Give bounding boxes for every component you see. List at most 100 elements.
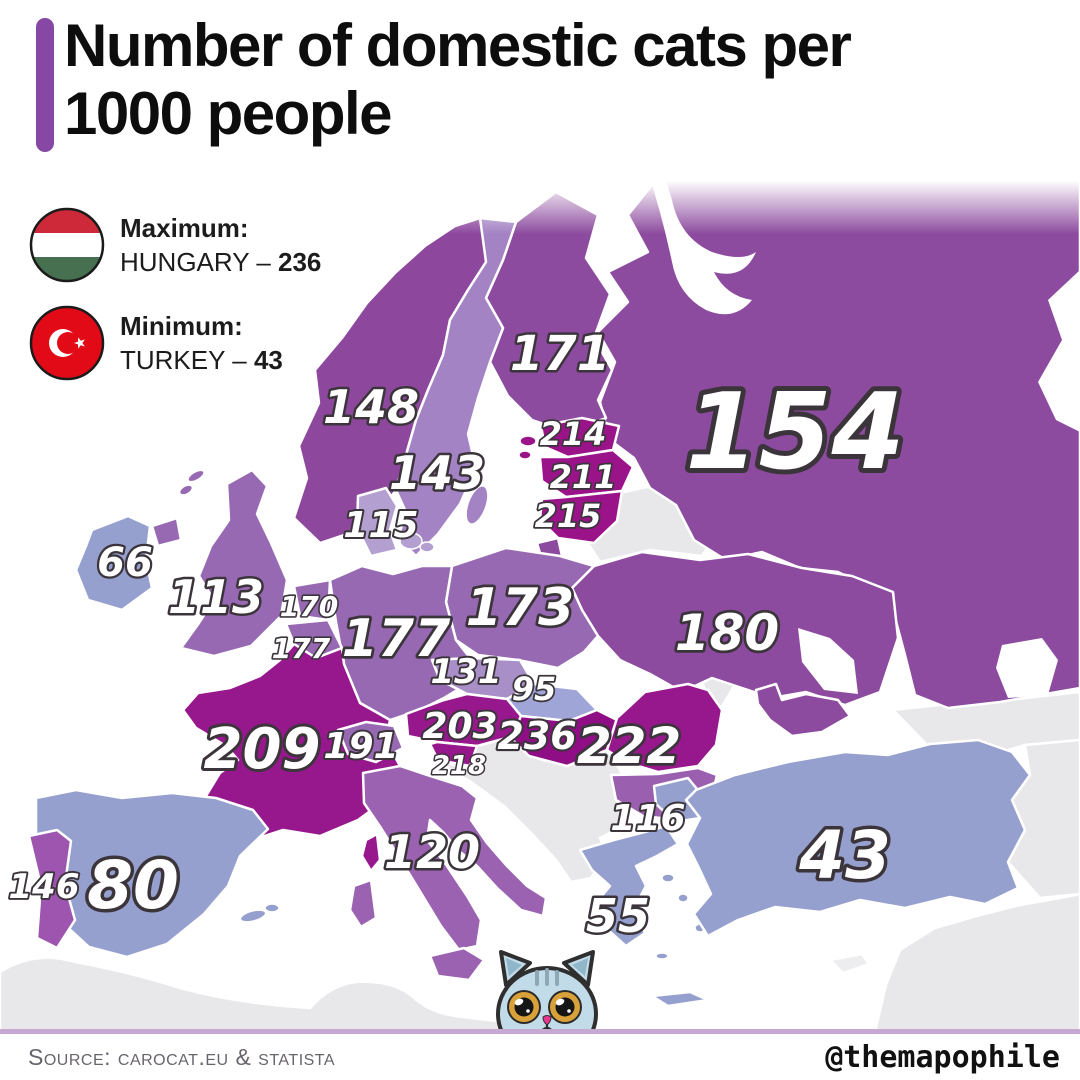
hungary-flag-icon <box>29 207 105 283</box>
data-countries <box>27 153 1080 1008</box>
country-romania <box>605 682 724 774</box>
legend-maximum-row: Maximum: HUNGARY – 236 <box>28 206 321 284</box>
legend-maximum-value: 236 <box>278 247 322 277</box>
country-turkey <box>684 738 1032 938</box>
caspian-sea <box>996 638 1058 698</box>
island-zealand <box>399 532 423 550</box>
value-france: 209 <box>204 717 321 782</box>
value-sweden: 143 <box>389 446 485 500</box>
source-credit: Source: carocat.eu & statista <box>28 1044 336 1070</box>
legend-minimum-country: TURKEY <box>120 345 225 375</box>
country-turkey-thrace <box>652 776 702 824</box>
island-aegean-2 <box>677 893 689 903</box>
value-lithuania: 215 <box>535 497 602 535</box>
cat-left-eye-glint-small <box>526 1009 530 1013</box>
country-lithuania <box>538 489 624 545</box>
cat-right-eye-glint-small <box>567 1009 571 1013</box>
legend-maximum-label: Maximum: <box>120 213 249 243</box>
country-portugal <box>27 828 77 950</box>
legend-maximum-text: Maximum: HUNGARY – 236 <box>120 211 321 279</box>
title-backdrop <box>0 0 1080 152</box>
cat-right-inner-ear <box>572 958 588 976</box>
island-hebrides-2 <box>178 484 194 496</box>
country-ukraine-crimea <box>754 682 852 738</box>
legend-minimum-dash: – <box>232 345 247 375</box>
legend-maximum-country: HUNGARY <box>120 247 250 277</box>
cat-nose <box>542 1015 552 1026</box>
island-gotland <box>465 485 489 525</box>
country-sweden <box>394 216 518 558</box>
page-title-line1: Number of domestic cats per <box>64 12 852 79</box>
value-ukraine: 180 <box>675 604 779 662</box>
country-uk <box>179 468 289 658</box>
sea-of-azov <box>798 628 858 694</box>
legend-minimum-text: Minimum: TURKEY – 43 <box>120 309 283 377</box>
value-germany: 177 <box>342 609 451 669</box>
value-netherlands: 170 <box>280 590 338 623</box>
value-poland: 173 <box>466 578 575 638</box>
island-hebrides-1 <box>187 469 205 483</box>
cat-stripe-1 <box>535 970 539 986</box>
island-sardinia <box>348 878 378 929</box>
island-sicily <box>428 946 486 982</box>
turkey-flag-icon <box>29 305 105 381</box>
sea-overlays <box>648 160 1080 698</box>
cat-stripe-3 <box>555 970 559 986</box>
island-mallorca <box>239 909 267 923</box>
cat-left-inner-ear <box>506 958 522 976</box>
island-crete <box>650 990 710 1008</box>
island-hiiumaa <box>518 450 532 460</box>
island-saaremaa <box>519 435 537 447</box>
title-accent-bar <box>36 18 54 152</box>
legend-maximum-dash: – <box>256 247 271 277</box>
page-title-line2: 1000 people <box>64 80 393 147</box>
star-icon <box>74 337 85 349</box>
country-greece <box>578 824 680 948</box>
value-greece: 55 <box>586 889 650 943</box>
country-denmark <box>355 486 399 558</box>
cat-left-eye-glint <box>514 998 524 1006</box>
value-italy: 120 <box>384 825 480 879</box>
value-finland: 171 <box>510 326 610 382</box>
value-slovenia: 218 <box>432 751 486 781</box>
island-corsica <box>360 832 382 873</box>
legend-minimum-entry: TURKEY – 43 <box>120 343 283 377</box>
footer: Source: carocat.eu & statista @themapoph… <box>0 1029 1080 1080</box>
value-latvia: 211 <box>550 458 617 496</box>
country-italy <box>361 764 548 952</box>
island-funen <box>419 541 435 553</box>
value-uk: 113 <box>168 570 264 624</box>
island-aegean-1 <box>661 873 675 883</box>
legend-minimum-label: Minimum: <box>120 311 243 341</box>
value-bulgaria: 116 <box>610 798 685 839</box>
island-menorca <box>264 903 280 913</box>
map-top-fade <box>0 152 1080 234</box>
country-ireland <box>74 514 154 612</box>
value-romania: 222 <box>577 717 681 775</box>
value-switzerland: 191 <box>323 726 398 767</box>
legend: Maximum: HUNGARY – 236 Minimum: TURKEY –… <box>28 206 321 402</box>
country-poland <box>444 546 600 670</box>
author-handle: @themapophile <box>825 1040 1060 1075</box>
value-austria: 203 <box>422 706 497 747</box>
page-title: Number of domestic cats per 1000 people <box>64 12 852 148</box>
cat-right-eye-glint <box>555 998 565 1006</box>
island-aegean-4 <box>655 952 669 960</box>
country-uk-northern-ireland <box>150 516 183 548</box>
value-labels: 154 171 148 143 115 214 211 215 66 113 1… <box>7 324 910 946</box>
legend-minimum-value: 43 <box>253 345 283 375</box>
legend-minimum-row: Minimum: TURKEY – 43 <box>28 304 321 382</box>
value-norway: 148 <box>323 380 419 434</box>
value-belgium: 177 <box>272 632 331 665</box>
value-spain: 80 <box>87 847 179 924</box>
country-switzerland <box>336 720 405 764</box>
country-latvia <box>538 448 635 499</box>
value-czechia: 131 <box>431 652 502 692</box>
kara-coast <box>1038 270 1080 432</box>
island-cyprus <box>828 952 871 975</box>
value-slovakia: 95 <box>512 670 557 708</box>
value-portugal: 146 <box>9 867 80 907</box>
country-slovenia <box>428 740 479 768</box>
